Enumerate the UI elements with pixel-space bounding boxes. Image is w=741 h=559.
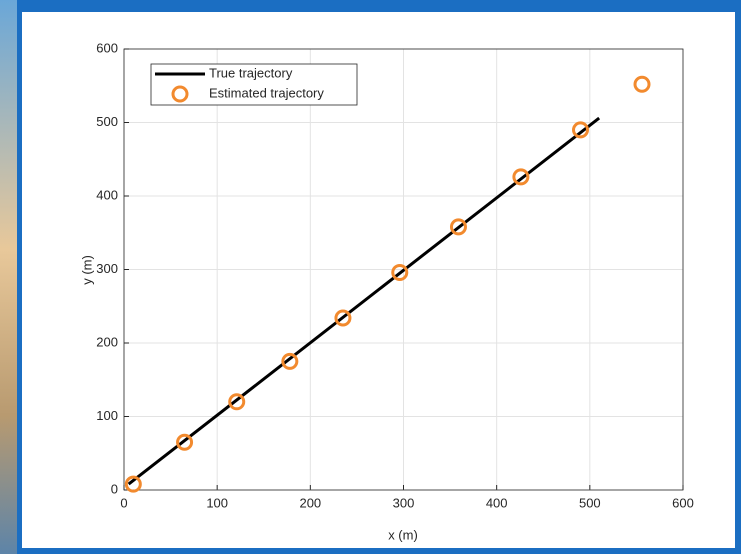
- y-tick-label: 300: [96, 261, 118, 276]
- y-tick-label: 600: [96, 40, 118, 55]
- figure-panel: [22, 12, 735, 548]
- legend-label: Estimated trajectory: [209, 85, 324, 100]
- legend-label: True trajectory: [209, 65, 293, 80]
- x-tick-label: 200: [299, 495, 321, 510]
- y-tick-label: 100: [96, 408, 118, 423]
- y-tick-label: 400: [96, 187, 118, 202]
- x-tick-label: 500: [579, 495, 601, 510]
- chart: x (m) y (m) 0 100 200 300 400 500 600 0 100 200 30…: [0, 0, 741, 554]
- x-tick-label: 100: [206, 495, 228, 510]
- page: x (m) y (m) 0 100 200 300 400 500 600 0 100 200 30…: [0, 0, 741, 554]
- y-axis-label: y (m): [79, 255, 94, 285]
- y-tick-label: 0: [111, 481, 118, 496]
- background-strip: [0, 0, 17, 554]
- x-tick-label: 600: [672, 495, 694, 510]
- y-tick-label: 200: [96, 334, 118, 349]
- x-tick-label: 400: [486, 495, 508, 510]
- y-tick-label: 500: [96, 114, 118, 129]
- x-axis-label: x (m): [388, 527, 418, 542]
- x-tick-label: 300: [393, 495, 415, 510]
- x-tick-label: 0: [120, 495, 127, 510]
